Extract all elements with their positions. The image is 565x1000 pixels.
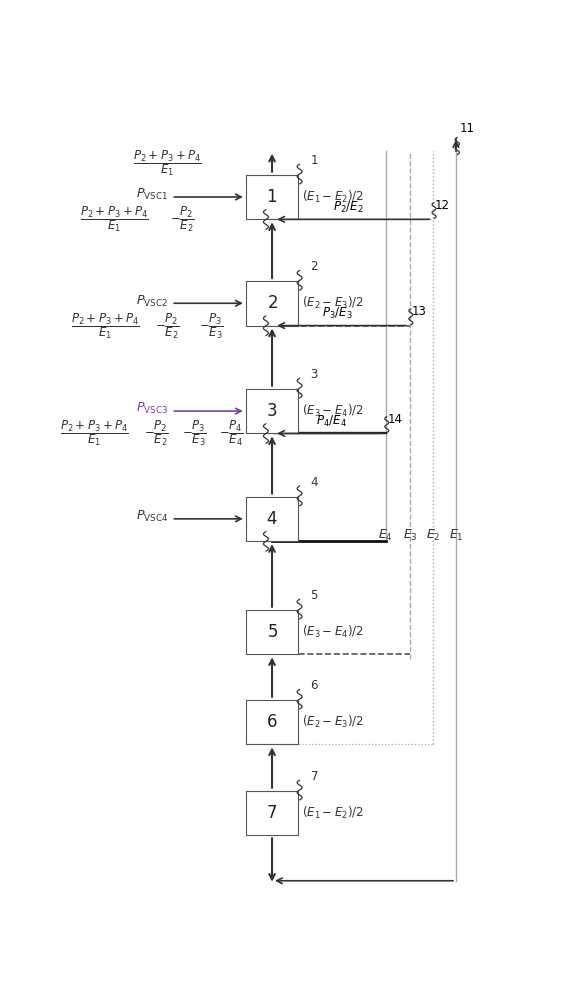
Text: 7: 7	[311, 770, 318, 783]
Text: $6$: $6$	[266, 713, 278, 731]
Text: $1$: $1$	[267, 188, 277, 206]
Text: $P_{\mathrm{VSC4}}$: $P_{\mathrm{VSC4}}$	[136, 509, 168, 524]
Text: $P_{\mathrm{VSC1}}$: $P_{\mathrm{VSC1}}$	[136, 187, 168, 202]
Text: $P_{\mathrm{VSC2}}$: $P_{\mathrm{VSC2}}$	[136, 293, 168, 308]
Text: $4$: $4$	[266, 510, 278, 528]
Text: $3$: $3$	[267, 402, 277, 420]
Text: $\dfrac{P_2+P_3+P_4}{E_1}$: $\dfrac{P_2+P_3+P_4}{E_1}$	[80, 204, 149, 234]
Text: $P_3/E_3$: $P_3/E_3$	[323, 306, 353, 321]
Text: 11: 11	[459, 122, 475, 135]
Text: $\dfrac{P_2+P_3+P_4}{E_1}$: $\dfrac{P_2+P_3+P_4}{E_1}$	[71, 311, 140, 341]
Text: $P_{\mathrm{VSC3}}$: $P_{\mathrm{VSC3}}$	[136, 401, 168, 416]
Text: $2$: $2$	[267, 294, 277, 312]
Text: $7$: $7$	[267, 804, 277, 822]
Text: 14: 14	[387, 413, 402, 426]
Text: $P_4/E_4$: $P_4/E_4$	[316, 414, 346, 429]
Text: 5: 5	[311, 589, 318, 602]
Text: $-\dfrac{P_3}{E_3}$: $-\dfrac{P_3}{E_3}$	[182, 418, 207, 448]
Text: $-\dfrac{P_3}{E_3}$: $-\dfrac{P_3}{E_3}$	[199, 311, 224, 341]
Text: $P_2/E_2$: $P_2/E_2$	[333, 200, 364, 215]
Text: 12: 12	[434, 199, 450, 212]
FancyBboxPatch shape	[246, 175, 298, 219]
Text: $-\dfrac{P_4}{E_4}$: $-\dfrac{P_4}{E_4}$	[219, 418, 244, 448]
Text: $(E_2-E_3)/2$: $(E_2-E_3)/2$	[302, 714, 364, 730]
Text: $5$: $5$	[267, 623, 277, 641]
FancyBboxPatch shape	[246, 610, 298, 654]
Text: 6: 6	[311, 679, 318, 692]
Text: $(E_3-E_4)/2$: $(E_3-E_4)/2$	[302, 624, 364, 640]
FancyBboxPatch shape	[246, 497, 298, 541]
Text: $E_4$: $E_4$	[379, 528, 393, 543]
Text: $E_1$: $E_1$	[449, 528, 463, 543]
Text: $E_3$: $E_3$	[403, 528, 418, 543]
FancyBboxPatch shape	[246, 700, 298, 744]
Text: $(E_1-E_2)/2$: $(E_1-E_2)/2$	[302, 805, 364, 821]
Text: $(E_3-E_4)/2$: $(E_3-E_4)/2$	[302, 403, 364, 419]
Text: $E_2$: $E_2$	[426, 528, 441, 543]
Text: 13: 13	[411, 305, 426, 318]
Text: $\dfrac{P_2+P_3+P_4}{E_1}$: $\dfrac{P_2+P_3+P_4}{E_1}$	[60, 418, 129, 448]
Text: $(E_2-E_3)/2$: $(E_2-E_3)/2$	[302, 295, 364, 311]
Text: $(E_1-E_2)/2$: $(E_1-E_2)/2$	[302, 189, 364, 205]
FancyBboxPatch shape	[246, 281, 298, 326]
Text: 1: 1	[311, 154, 318, 167]
Text: $\dfrac{P_2+P_3+P_4}{E_1}$: $\dfrac{P_2+P_3+P_4}{E_1}$	[133, 148, 201, 178]
Text: 4: 4	[311, 476, 318, 489]
FancyBboxPatch shape	[246, 389, 298, 433]
Text: 3: 3	[311, 368, 318, 381]
FancyBboxPatch shape	[246, 791, 298, 835]
Text: $-\dfrac{P_2}{E_2}$: $-\dfrac{P_2}{E_2}$	[155, 311, 180, 341]
Text: $-\dfrac{P_2}{E_2}$: $-\dfrac{P_2}{E_2}$	[170, 204, 195, 234]
Text: 2: 2	[311, 260, 318, 273]
Text: $-\dfrac{P_2}{E_2}$: $-\dfrac{P_2}{E_2}$	[144, 418, 168, 448]
